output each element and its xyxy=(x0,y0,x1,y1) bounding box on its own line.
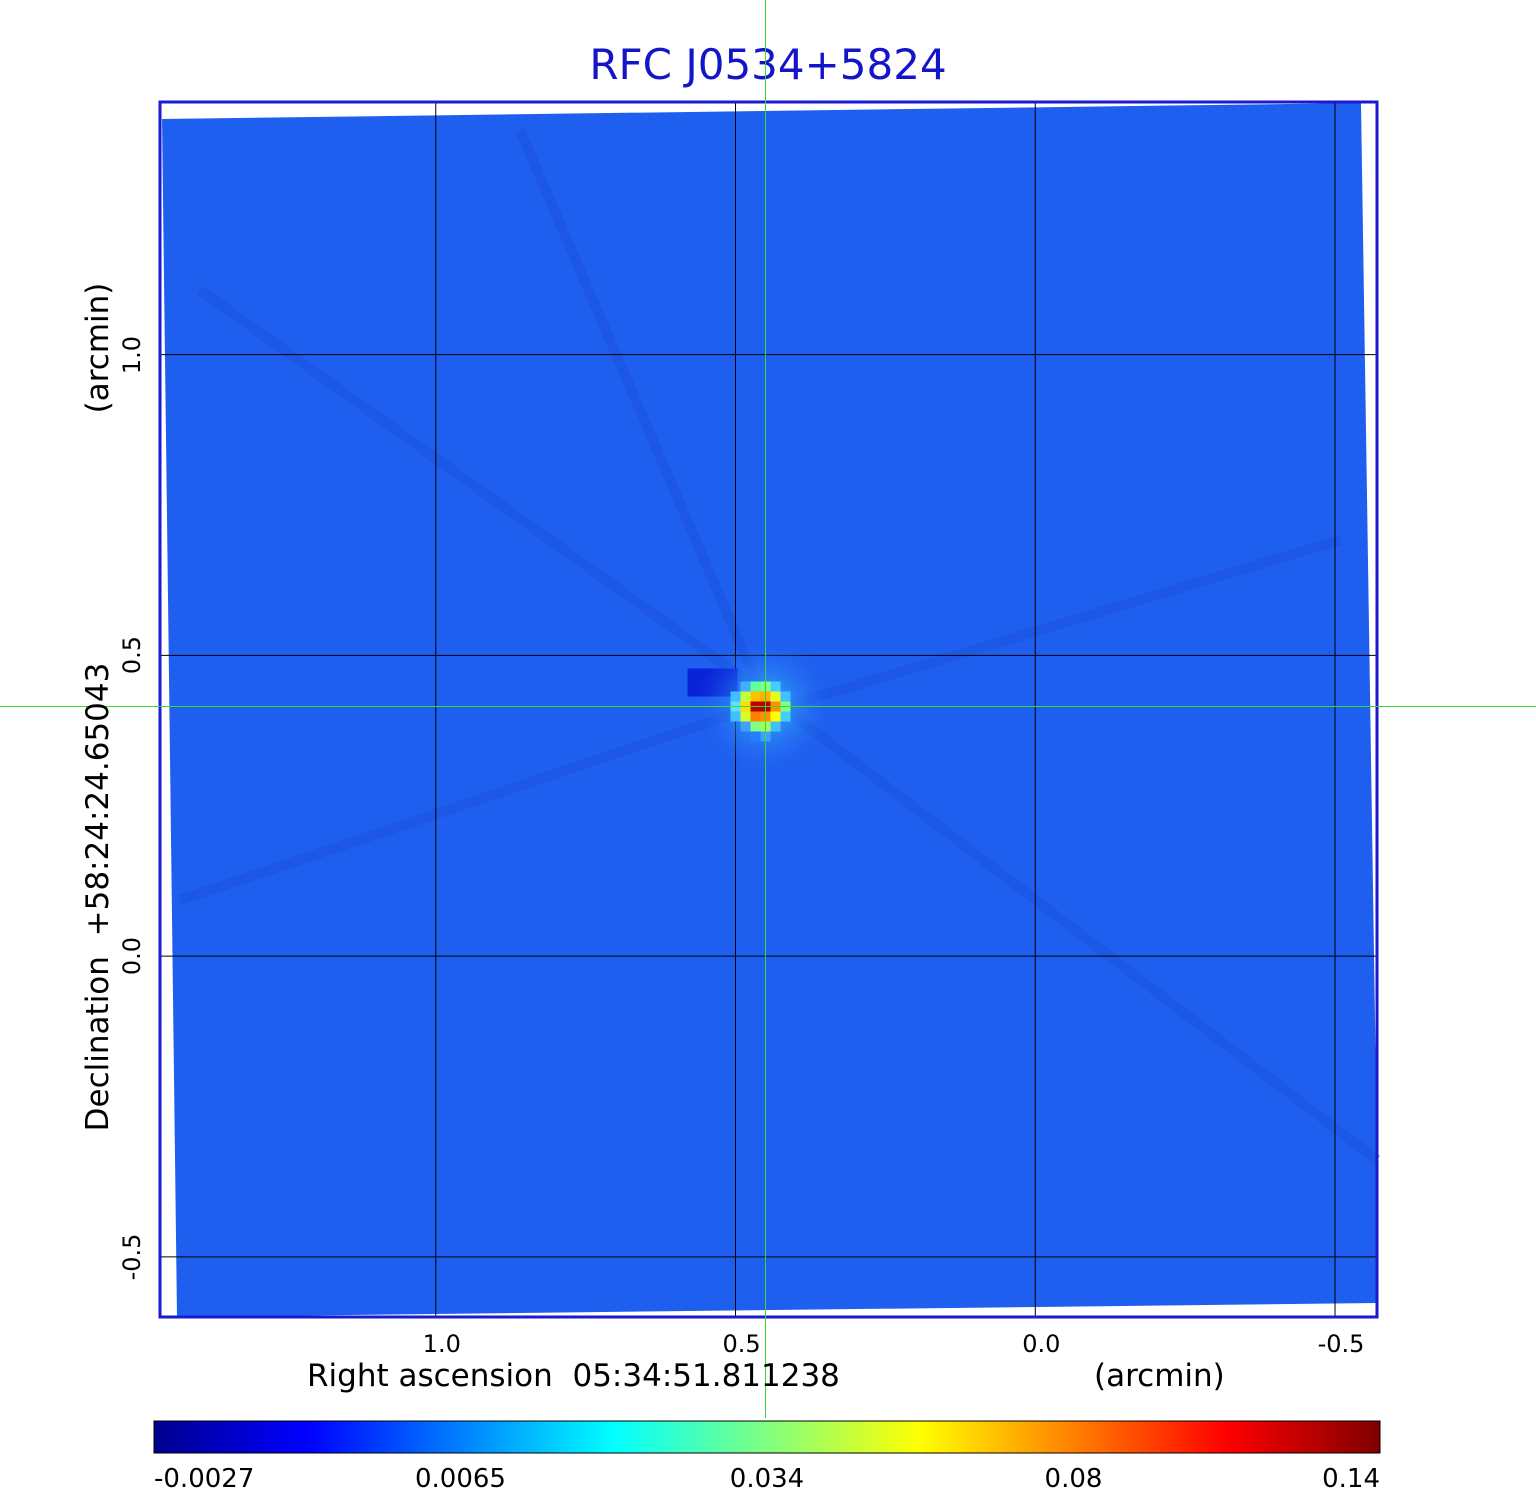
y-tick-label: 0.5 xyxy=(118,636,146,675)
sidelobe-streak xyxy=(515,128,765,692)
x-tick-label: 0.5 xyxy=(722,1330,761,1358)
source-pixel xyxy=(770,681,781,692)
colorbar-layer xyxy=(153,1420,1381,1454)
source-pixel xyxy=(740,691,751,702)
source-pixel xyxy=(770,711,781,722)
sidelobe-streak xyxy=(178,700,762,905)
x-axis-unit: (arcmin) xyxy=(1094,1358,1225,1394)
source-pixel xyxy=(750,721,761,732)
source-pixel xyxy=(770,691,781,702)
x-tick-label: 0.0 xyxy=(1022,1330,1061,1358)
source-pixel xyxy=(750,691,761,702)
sidelobe-streak xyxy=(756,686,1381,1164)
sidelobe-streak xyxy=(788,535,1342,710)
source-pixel xyxy=(750,681,761,692)
source-pixel xyxy=(740,711,751,722)
image-edge-gap xyxy=(1361,103,1377,1150)
source-pixel xyxy=(780,691,791,702)
chart-title: RFC J0534+5824 xyxy=(589,40,947,89)
x-tick-label: 1.0 xyxy=(422,1330,461,1358)
source-pixel xyxy=(750,731,761,742)
colorbar xyxy=(153,1420,1381,1454)
source-pixel xyxy=(730,711,741,722)
y-tick-label: 0.0 xyxy=(118,937,146,976)
y-axis-unit: (arcmin) xyxy=(80,282,116,414)
colorbar-tick-label: 0.08 xyxy=(1044,1464,1103,1494)
colorbar-tick-label: 0.0065 xyxy=(415,1464,506,1494)
image-edge-gap xyxy=(162,119,177,1317)
source-pixel xyxy=(730,691,741,702)
x-tick-label: -0.5 xyxy=(1317,1330,1365,1358)
y-tick-label: -0.5 xyxy=(118,1233,146,1281)
source-pixel xyxy=(750,711,761,722)
sidelobe-streak xyxy=(197,285,763,695)
colorbar-tick-label: -0.0027 xyxy=(154,1464,255,1494)
y-tick-label: 1.0 xyxy=(118,335,146,374)
x-axis-label: Right ascension 05:34:51.811238 xyxy=(307,1358,840,1394)
y-axis-label: Declination +58:24:24.65043 xyxy=(80,662,116,1132)
colorbar-tick-label: 0.14 xyxy=(1322,1464,1380,1494)
source-pixel xyxy=(740,681,751,692)
source-pixel xyxy=(740,721,751,732)
plot-frame xyxy=(158,100,1379,1319)
source-pixel xyxy=(770,721,781,732)
frame-layer xyxy=(158,100,1379,1319)
crosshair-layer xyxy=(0,0,1536,1418)
colorbar-tick-label: 0.034 xyxy=(729,1464,805,1494)
source-pixel xyxy=(780,711,791,722)
